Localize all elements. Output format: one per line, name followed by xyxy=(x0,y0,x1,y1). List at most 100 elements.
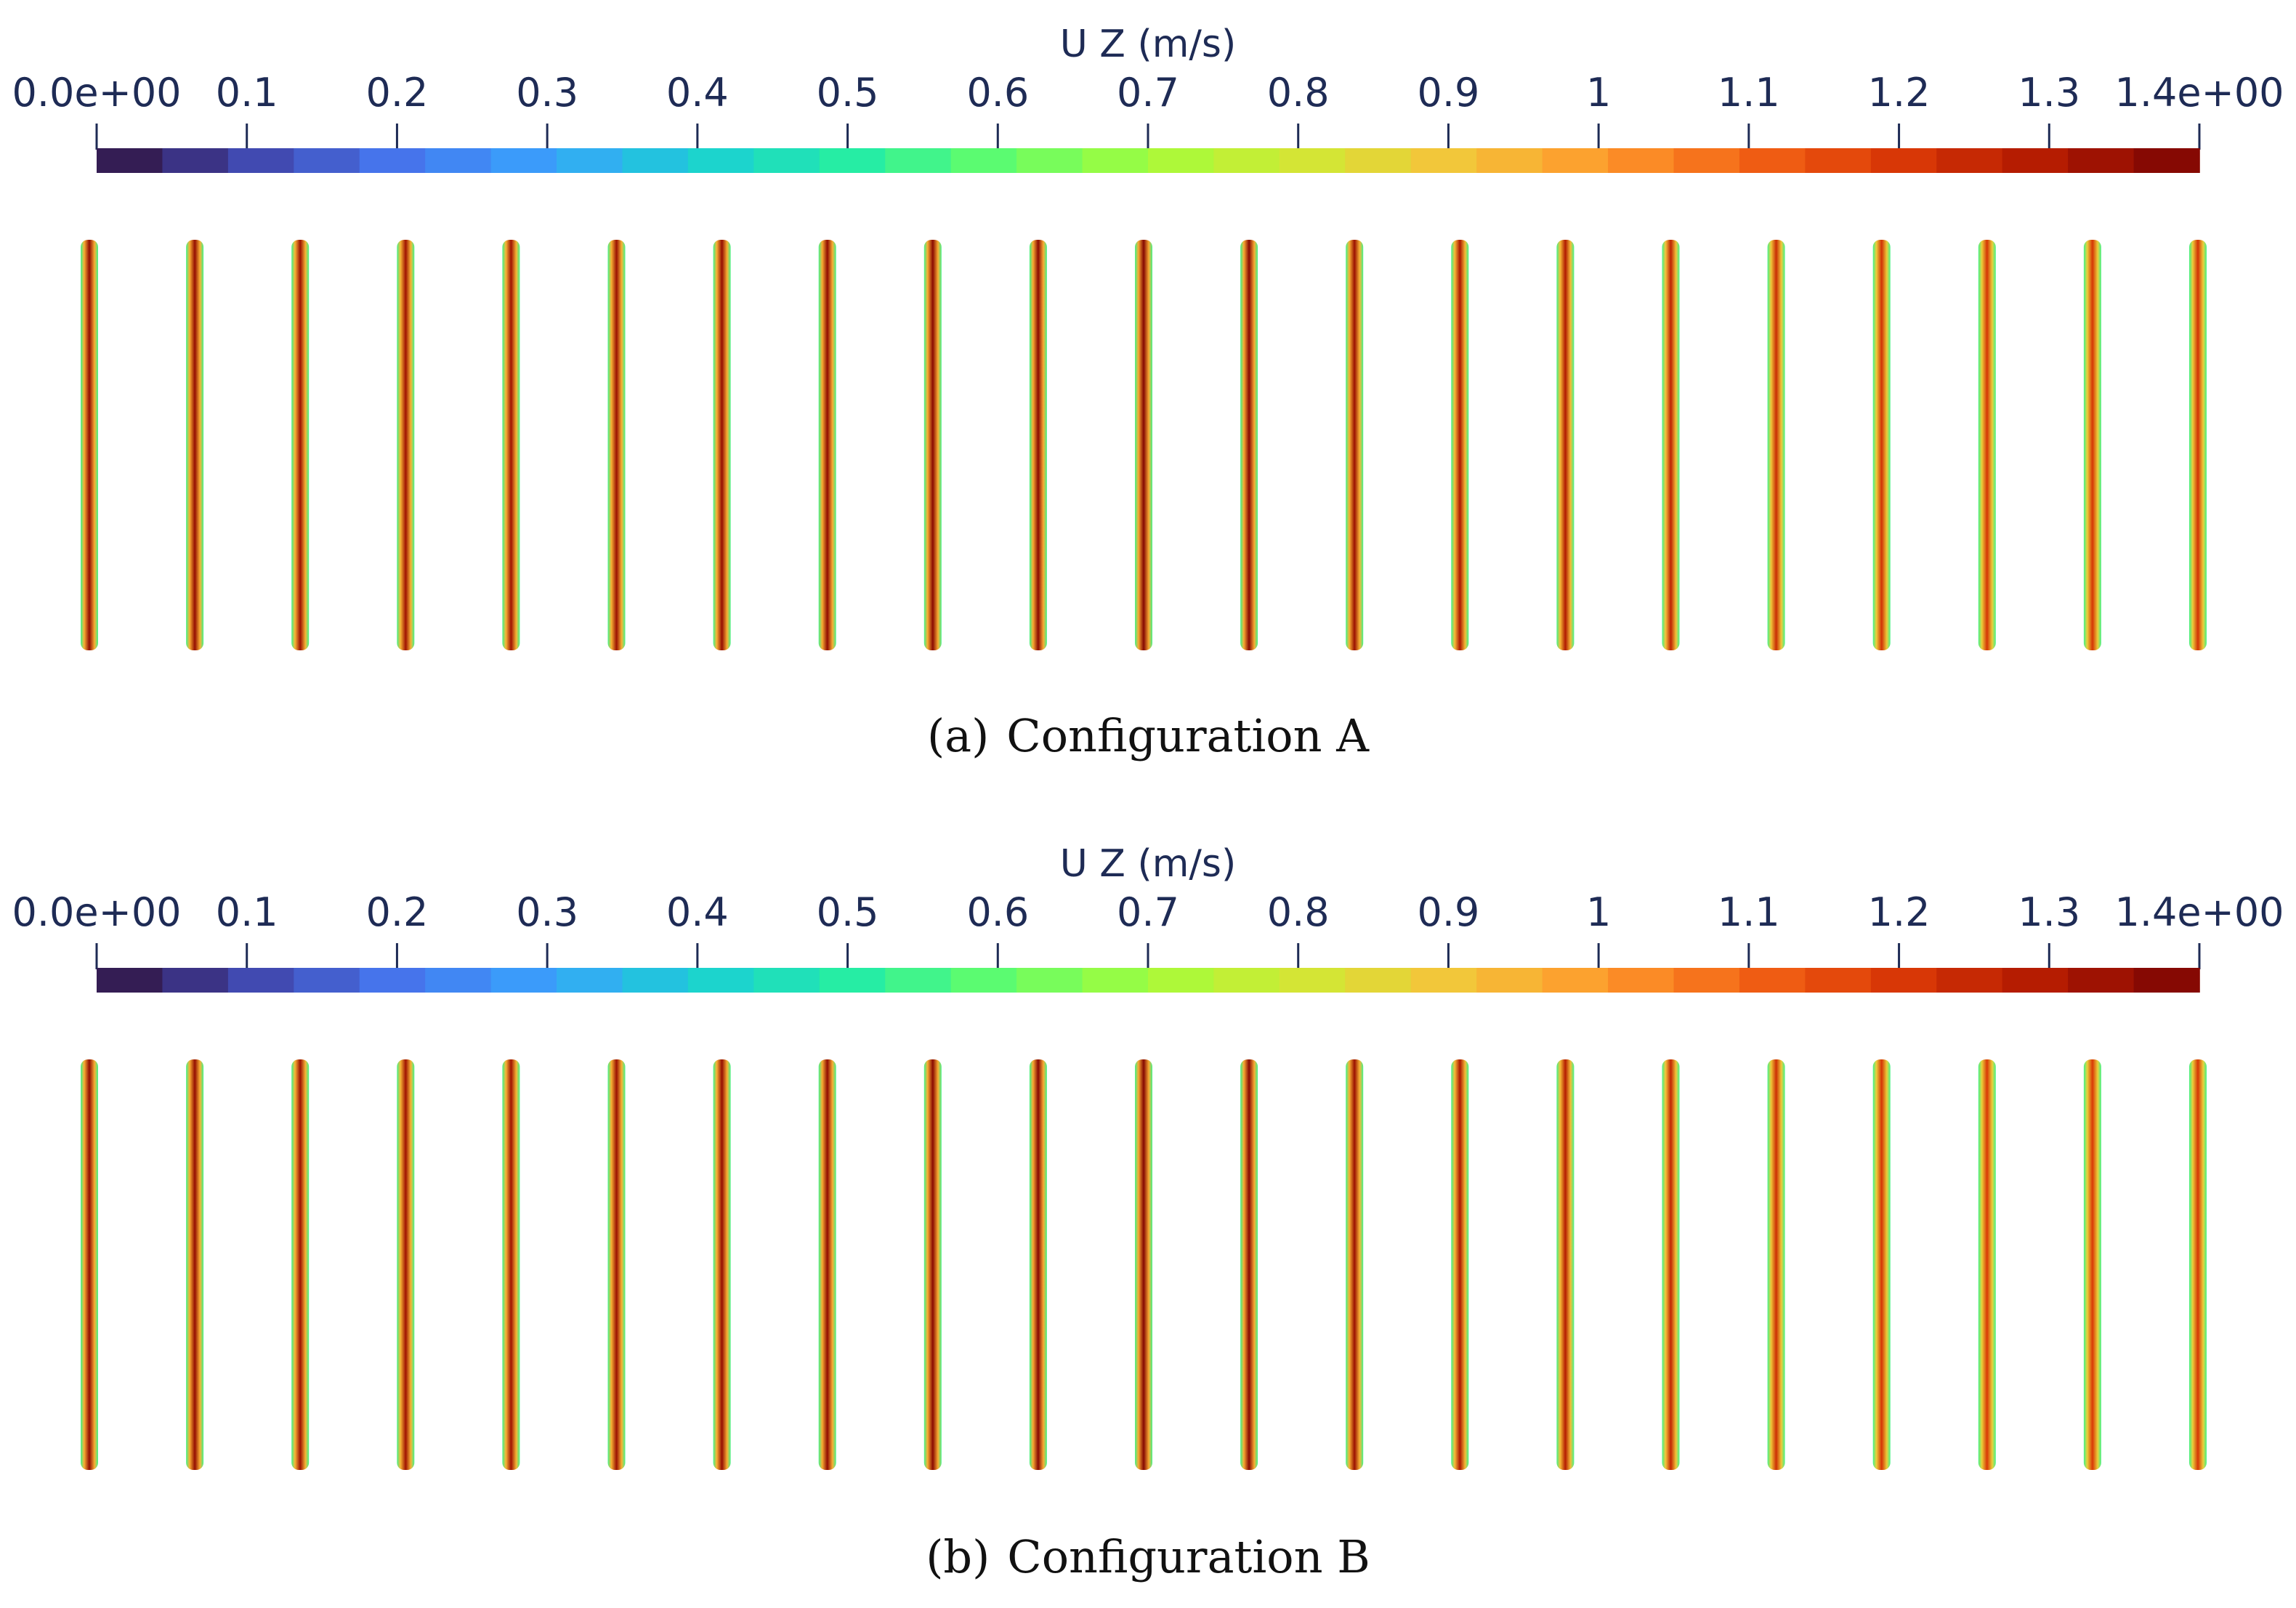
colorbar-segment xyxy=(425,968,492,993)
channel xyxy=(2189,240,2207,650)
colorbar-tick-label: 0.9 xyxy=(1417,70,1479,116)
channel xyxy=(1767,1059,1785,1470)
colorbar-tick-label: 0.4 xyxy=(666,70,729,116)
colorbar-segment xyxy=(1542,968,1609,993)
colorbar-segment xyxy=(1870,968,1938,993)
channel xyxy=(1029,240,1047,650)
colorbar-segment xyxy=(1016,148,1083,173)
channel xyxy=(923,240,942,650)
colorbar-tick-label: 0.8 xyxy=(1267,70,1330,116)
colorbar-segment xyxy=(885,968,952,993)
colorbar-segment xyxy=(1542,148,1609,173)
colorbar-segment xyxy=(97,968,163,993)
colorbar-tick-label: 0.0e+00 xyxy=(12,70,181,116)
colorbar-segment xyxy=(1739,968,1806,993)
colorbar-segment xyxy=(1279,148,1346,173)
channel xyxy=(397,1059,415,1470)
caption-label: (b) xyxy=(926,1530,990,1583)
channel xyxy=(607,240,626,650)
channel xyxy=(1346,1059,1364,1470)
channel xyxy=(1135,240,1152,650)
channel xyxy=(291,240,310,650)
channel xyxy=(291,1059,310,1470)
colorbar-segment xyxy=(1082,148,1149,173)
colorbar-tick-label: 1 xyxy=(1586,70,1611,116)
channel xyxy=(1240,1059,1258,1470)
channel xyxy=(502,240,520,650)
caption-text: Configuration B xyxy=(1007,1530,1370,1583)
channel xyxy=(713,240,731,650)
colorbar-segment xyxy=(294,968,360,993)
colorbar-segment xyxy=(2133,148,2200,173)
colorbar-tick-label: 1.1 xyxy=(1718,70,1780,116)
colorbar-ticks: 0.0e+00 0.1 0.2 0.3 0.4 0.5 0.6 0.7 0.8 0.9 1 1.1 1.… xyxy=(12,70,2284,150)
colorbar-segment xyxy=(819,148,886,173)
colorbar-tick-label: 0.1 xyxy=(216,70,278,116)
colorbar-segment xyxy=(753,148,820,173)
channel xyxy=(1451,1059,1469,1470)
colorbar-segment xyxy=(1213,968,1280,993)
colorbar-tick-label: 0.4 xyxy=(666,889,729,935)
colorbar-tick-label: 0.3 xyxy=(516,70,578,116)
colorbar-segment xyxy=(1805,148,1872,173)
channel xyxy=(1978,240,1996,650)
colorbar-segment xyxy=(687,968,755,993)
colorbar-tick-label: 0.3 xyxy=(516,889,578,935)
caption-label: (a) xyxy=(927,709,989,762)
colorbar-segment xyxy=(819,968,886,993)
channel xyxy=(502,1059,520,1470)
channel xyxy=(713,1059,731,1470)
colorbar-segment xyxy=(2002,148,2069,173)
colorbar-segment xyxy=(622,968,689,993)
colorbar-segment xyxy=(1279,968,1346,993)
colorbar-tick-label: 0.9 xyxy=(1417,889,1479,935)
colorbar-segment xyxy=(885,148,952,173)
colorbar-tick-label: 0.1 xyxy=(216,889,278,935)
colorbar-segment xyxy=(1345,148,1412,173)
colorbar-segment xyxy=(1673,968,1740,993)
channel xyxy=(607,1059,626,1470)
channel xyxy=(186,1059,204,1470)
colorbar-tick-label: 0.2 xyxy=(365,889,428,935)
colorbar-tick-label: 0.6 xyxy=(966,889,1029,935)
colorbar-tick-label: 0.2 xyxy=(365,70,428,116)
colorbar-segment xyxy=(557,148,623,173)
colorbar-segment xyxy=(2068,148,2135,173)
colorbar-segment xyxy=(162,148,229,173)
colorbar-segment xyxy=(2133,968,2200,993)
colorbar-tick-label: 1.2 xyxy=(1868,70,1931,116)
colorbar-segment xyxy=(359,968,426,993)
colorbar-segment xyxy=(1608,968,1675,993)
colorbar-segment xyxy=(490,148,557,173)
channel xyxy=(818,1059,836,1470)
channel xyxy=(1978,1059,1996,1470)
colorbar-segment xyxy=(1805,968,1872,993)
colorbar-segment xyxy=(2068,968,2135,993)
colorbar-tick-label: 0.8 xyxy=(1267,889,1330,935)
colorbar-segment xyxy=(753,968,820,993)
colorbar-segment xyxy=(2002,968,2069,993)
channel-field xyxy=(81,1059,2207,1470)
colorbar-segment xyxy=(950,968,1017,993)
colorbar-segment xyxy=(1936,968,2003,993)
colorbar-tick-label: 1.1 xyxy=(1718,889,1780,935)
channel xyxy=(81,1059,98,1470)
colorbar-segment xyxy=(1148,968,1215,993)
colorbar-segment xyxy=(1476,968,1543,993)
channel xyxy=(1029,1059,1047,1470)
colorbar-segment xyxy=(227,148,295,173)
channel xyxy=(1556,1059,1575,1470)
panel-b: U Z (m/s) 0.0e+00 0.1 0.2 0.3 0.4 0.5 0.6 0.7 0.… xyxy=(12,842,2284,1583)
caption-a: (a) Configuration A xyxy=(927,709,1370,762)
channel xyxy=(2083,1059,2101,1470)
colorbar-tick-label: 1 xyxy=(1586,889,1611,935)
colorbar-tick-label: 1.3 xyxy=(2018,889,2080,935)
colorbar-segment xyxy=(294,148,360,173)
channel xyxy=(818,240,836,650)
colorbar xyxy=(97,148,2200,173)
colorbar-tick-label: 0.7 xyxy=(1117,889,1179,935)
channel xyxy=(2189,1059,2207,1470)
channel xyxy=(397,240,415,650)
colorbar-tick-label: 0.5 xyxy=(817,70,879,116)
